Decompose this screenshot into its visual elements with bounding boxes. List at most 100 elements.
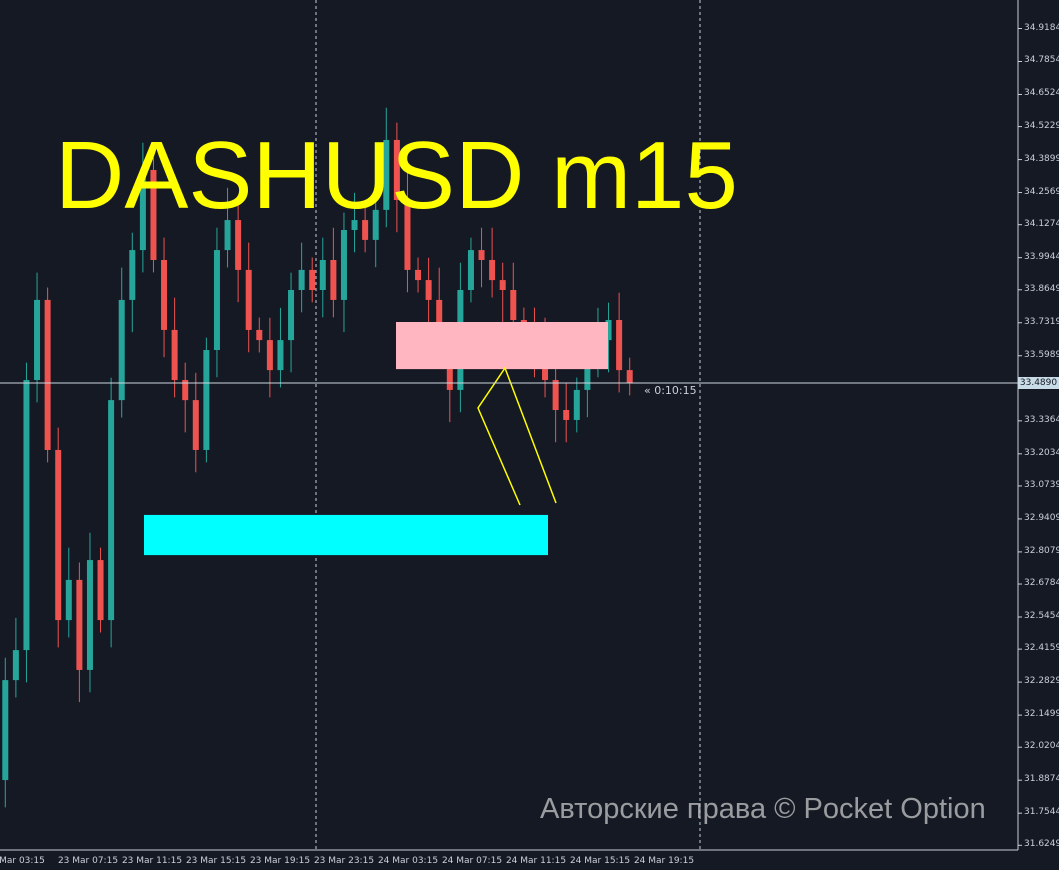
price-tick-label: 32.1499 bbox=[1024, 709, 1059, 720]
candles-group bbox=[2, 107, 633, 808]
candle-body bbox=[182, 380, 189, 401]
candle-body bbox=[351, 220, 358, 230]
candle-body bbox=[235, 220, 242, 270]
price-tick-label: 32.4159 bbox=[1024, 643, 1059, 654]
candle-body bbox=[563, 410, 570, 420]
supply-zone[interactable] bbox=[396, 321, 608, 370]
price-tick-label: 34.1274 bbox=[1024, 218, 1059, 229]
price-tick-label: 31.6249 bbox=[1024, 839, 1059, 850]
candle-body bbox=[118, 299, 125, 401]
candle-body bbox=[298, 269, 305, 290]
price-tick-label: 34.5229 bbox=[1024, 120, 1059, 131]
candle-countdown: « 0:10:15 bbox=[644, 384, 697, 397]
candle-body bbox=[330, 259, 337, 300]
time-tick-label: 24 Mar 03:15 bbox=[377, 856, 439, 866]
candle-body bbox=[478, 250, 485, 260]
demand-zone[interactable] bbox=[144, 514, 548, 556]
candle-body bbox=[86, 560, 93, 670]
candle-body bbox=[150, 169, 157, 260]
candle-body bbox=[510, 290, 517, 321]
candle-body bbox=[108, 400, 115, 621]
candle-body bbox=[362, 220, 369, 240]
candle-body bbox=[213, 250, 220, 351]
candle-body bbox=[616, 320, 623, 371]
candle-body bbox=[372, 209, 379, 240]
candle-body bbox=[404, 199, 411, 270]
price-tick-label: 34.2569 bbox=[1024, 186, 1059, 197]
price-tick-label: 34.9184 bbox=[1024, 22, 1059, 33]
price-tick-label: 32.2829 bbox=[1024, 676, 1059, 687]
candle-body bbox=[626, 370, 633, 383]
candle-body bbox=[383, 139, 390, 210]
candle-body bbox=[139, 169, 146, 251]
candle-body bbox=[55, 449, 62, 621]
candle-body bbox=[573, 389, 580, 420]
time-tick-label: 23 Mar 11:15 bbox=[121, 856, 183, 866]
price-tick-label: 33.3364 bbox=[1024, 414, 1059, 425]
candle-body bbox=[467, 250, 474, 290]
candle-body bbox=[129, 250, 136, 300]
price-axis-ticks bbox=[1018, 28, 1022, 846]
candle-body bbox=[34, 299, 41, 381]
candle-body bbox=[309, 269, 316, 290]
copyright-watermark: Авторские права © Pocket Option bbox=[540, 793, 986, 825]
time-tick-label: Mar 03:15 bbox=[0, 856, 45, 866]
candle-body bbox=[425, 280, 432, 300]
time-tick-label: 24 Mar 07:15 bbox=[441, 856, 503, 866]
candle-body bbox=[266, 340, 273, 371]
candle-body bbox=[23, 380, 30, 651]
chart-title: DASHUSD m15 bbox=[55, 122, 738, 229]
candle-body bbox=[65, 579, 72, 621]
candle-body bbox=[277, 340, 284, 371]
price-tick-label: 32.0204 bbox=[1024, 741, 1059, 752]
price-tick-label: 32.5454 bbox=[1024, 611, 1059, 621]
candle-body bbox=[161, 259, 168, 330]
candle-body bbox=[340, 229, 347, 300]
price-tick-label: 34.6524 bbox=[1024, 88, 1059, 99]
price-tick-label: 33.0739 bbox=[1024, 479, 1059, 490]
candle-body bbox=[256, 329, 263, 341]
price-tick-label: 33.2034 bbox=[1024, 447, 1059, 458]
candle-body bbox=[499, 280, 506, 290]
candle-body bbox=[76, 579, 83, 670]
price-tick-label: 33.7319 bbox=[1024, 316, 1059, 327]
time-tick-label: 23 Mar 07:15 bbox=[57, 856, 119, 866]
price-tick-label: 31.7544 bbox=[1024, 807, 1059, 818]
candle-body bbox=[415, 269, 422, 281]
candle-body bbox=[319, 259, 326, 290]
price-tick-label: 32.8079 bbox=[1024, 545, 1059, 556]
time-tick-label: 23 Mar 23:15 bbox=[313, 856, 375, 866]
price-tick-label: 33.9944 bbox=[1024, 251, 1059, 262]
current-price-label: 33.4890 bbox=[1018, 377, 1059, 389]
time-tick-label: 23 Mar 15:15 bbox=[185, 856, 247, 866]
candle-body bbox=[224, 220, 231, 251]
candle-body bbox=[2, 680, 9, 781]
candle-body bbox=[192, 400, 199, 450]
time-tick-label: 24 Mar 15:15 bbox=[569, 856, 631, 866]
trend-arrow-drawing[interactable] bbox=[477, 366, 557, 506]
time-tick-label: 24 Mar 19:15 bbox=[633, 856, 695, 866]
time-tick-label: 24 Mar 11:15 bbox=[505, 856, 567, 866]
price-tick-label: 34.7854 bbox=[1024, 55, 1059, 66]
candle-body bbox=[393, 139, 400, 200]
price-tick-label: 31.8874 bbox=[1024, 774, 1059, 785]
candle-body bbox=[203, 350, 210, 450]
candle-body bbox=[584, 359, 591, 390]
candle-body bbox=[12, 650, 19, 681]
candle-body bbox=[44, 299, 51, 450]
candle-body bbox=[245, 269, 252, 330]
price-tick-label: 32.6784 bbox=[1024, 578, 1059, 589]
candle-body bbox=[446, 350, 453, 390]
time-tick-label: 23 Mar 19:15 bbox=[249, 856, 311, 866]
price-tick-label: 32.9409 bbox=[1024, 512, 1059, 523]
candle-body bbox=[288, 290, 295, 341]
price-tick-label: 33.5989 bbox=[1024, 349, 1059, 360]
candle-body bbox=[489, 259, 496, 281]
candle-body bbox=[552, 380, 559, 411]
candle-body bbox=[171, 329, 178, 381]
candle-body bbox=[605, 320, 612, 341]
candle-body bbox=[97, 560, 104, 621]
price-tick-label: 34.3899 bbox=[1024, 153, 1059, 164]
